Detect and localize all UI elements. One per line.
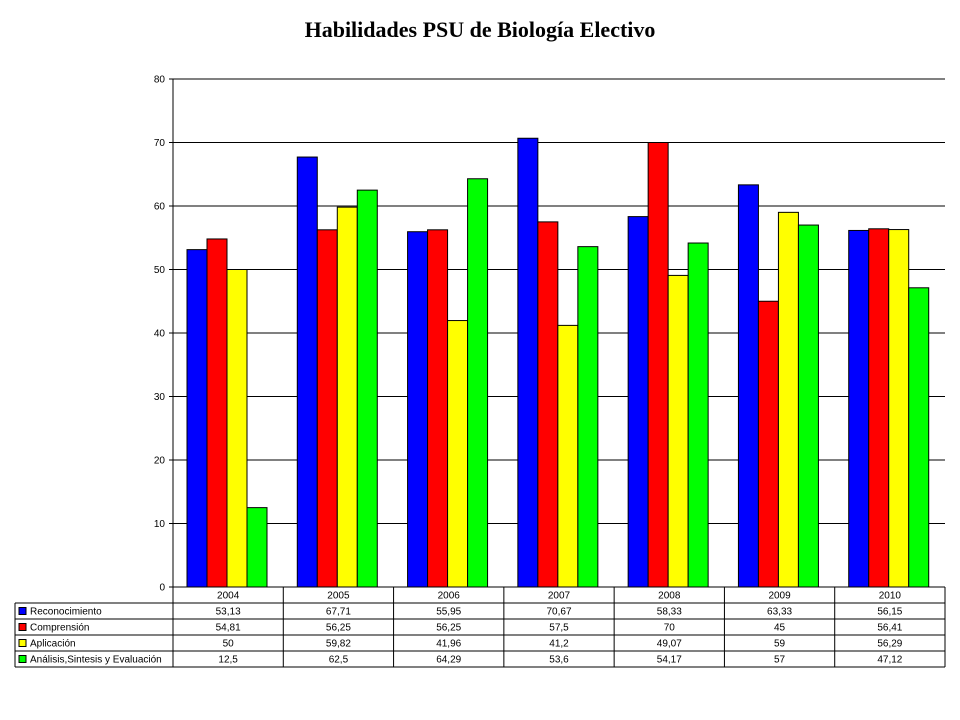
x-tick-label: 2005 bbox=[327, 591, 350, 602]
y-tick-label: 80 bbox=[154, 75, 166, 86]
legend-swatch bbox=[18, 607, 27, 615]
data-label: 45 bbox=[774, 623, 786, 634]
y-tick-label: 30 bbox=[154, 392, 166, 403]
data-label: 41,2 bbox=[549, 639, 569, 650]
data-label: 62,5 bbox=[329, 655, 349, 666]
bar bbox=[427, 229, 449, 588]
data-label: 12,5 bbox=[218, 655, 238, 666]
data-label: 56,29 bbox=[877, 639, 902, 650]
bar bbox=[226, 269, 248, 588]
bar bbox=[206, 238, 228, 588]
chart-title: Habilidades PSU de Biología Electivo bbox=[304, 17, 656, 42]
bar bbox=[647, 142, 669, 588]
x-tick-label: 2007 bbox=[548, 591, 571, 602]
y-tick-label: 50 bbox=[154, 265, 166, 276]
bar bbox=[577, 246, 599, 588]
data-label: 56,25 bbox=[436, 623, 461, 634]
data-label: 59,82 bbox=[326, 639, 351, 650]
data-label: 56,25 bbox=[326, 623, 351, 634]
bar bbox=[737, 184, 759, 588]
bar bbox=[777, 211, 799, 588]
bar bbox=[517, 137, 539, 588]
data-label: 41,96 bbox=[436, 639, 461, 650]
data-label: 50 bbox=[223, 639, 235, 650]
data-label: 49,07 bbox=[657, 639, 682, 650]
x-tick-label: 2010 bbox=[879, 591, 902, 602]
legend-label: Reconocimiento bbox=[30, 607, 102, 618]
data-label: 54,17 bbox=[657, 655, 682, 666]
data-label: 56,15 bbox=[877, 607, 902, 618]
legend-label: Análisis,Sintesis y Evaluación bbox=[30, 655, 162, 666]
data-label: 56,41 bbox=[877, 623, 902, 634]
bar bbox=[848, 229, 870, 588]
bar bbox=[687, 242, 709, 588]
bar bbox=[356, 189, 378, 588]
x-tick-label: 2004 bbox=[217, 591, 240, 602]
bar bbox=[296, 156, 318, 588]
data-label: 58,33 bbox=[657, 607, 682, 618]
bar bbox=[757, 300, 779, 588]
bar bbox=[467, 178, 489, 588]
data-label: 64,29 bbox=[436, 655, 461, 666]
y-tick-label: 70 bbox=[154, 138, 166, 149]
bar bbox=[316, 229, 338, 588]
bar bbox=[627, 216, 649, 588]
bar bbox=[537, 221, 559, 588]
x-tick-label: 2006 bbox=[438, 591, 461, 602]
x-tick-label: 2008 bbox=[658, 591, 681, 602]
legend-swatch bbox=[18, 639, 27, 647]
bar bbox=[557, 324, 579, 588]
data-label: 59 bbox=[774, 639, 786, 650]
data-label: 55,95 bbox=[436, 607, 461, 618]
bar bbox=[908, 287, 930, 588]
bar bbox=[246, 507, 268, 588]
y-tick-label: 40 bbox=[154, 329, 166, 340]
bar bbox=[667, 274, 689, 588]
data-label: 47,12 bbox=[877, 655, 902, 666]
legend-label: Aplicación bbox=[30, 639, 76, 650]
y-tick-label: 20 bbox=[154, 456, 166, 467]
bar bbox=[447, 320, 469, 588]
y-tick-label: 0 bbox=[159, 583, 165, 594]
data-label: 53,13 bbox=[216, 607, 241, 618]
data-label: 57,5 bbox=[549, 623, 569, 634]
y-tick-label: 10 bbox=[154, 519, 166, 530]
bar bbox=[186, 249, 208, 588]
bar bbox=[407, 231, 429, 588]
data-label: 67,71 bbox=[326, 607, 351, 618]
bar bbox=[868, 228, 890, 588]
legend-swatch bbox=[18, 623, 27, 631]
legend-label: Comprensión bbox=[30, 623, 89, 634]
data-label: 70 bbox=[664, 623, 676, 634]
bar bbox=[888, 229, 910, 588]
data-label: 70,67 bbox=[546, 607, 571, 618]
data-label: 63,33 bbox=[767, 607, 792, 618]
data-label: 57 bbox=[774, 655, 786, 666]
bar bbox=[336, 206, 358, 588]
y-tick-label: 60 bbox=[154, 202, 166, 213]
x-tick-label: 2009 bbox=[768, 591, 791, 602]
legend-swatch bbox=[18, 655, 27, 663]
data-label: 53,6 bbox=[549, 655, 569, 666]
data-label: 54,81 bbox=[216, 623, 241, 634]
bar bbox=[797, 224, 819, 588]
